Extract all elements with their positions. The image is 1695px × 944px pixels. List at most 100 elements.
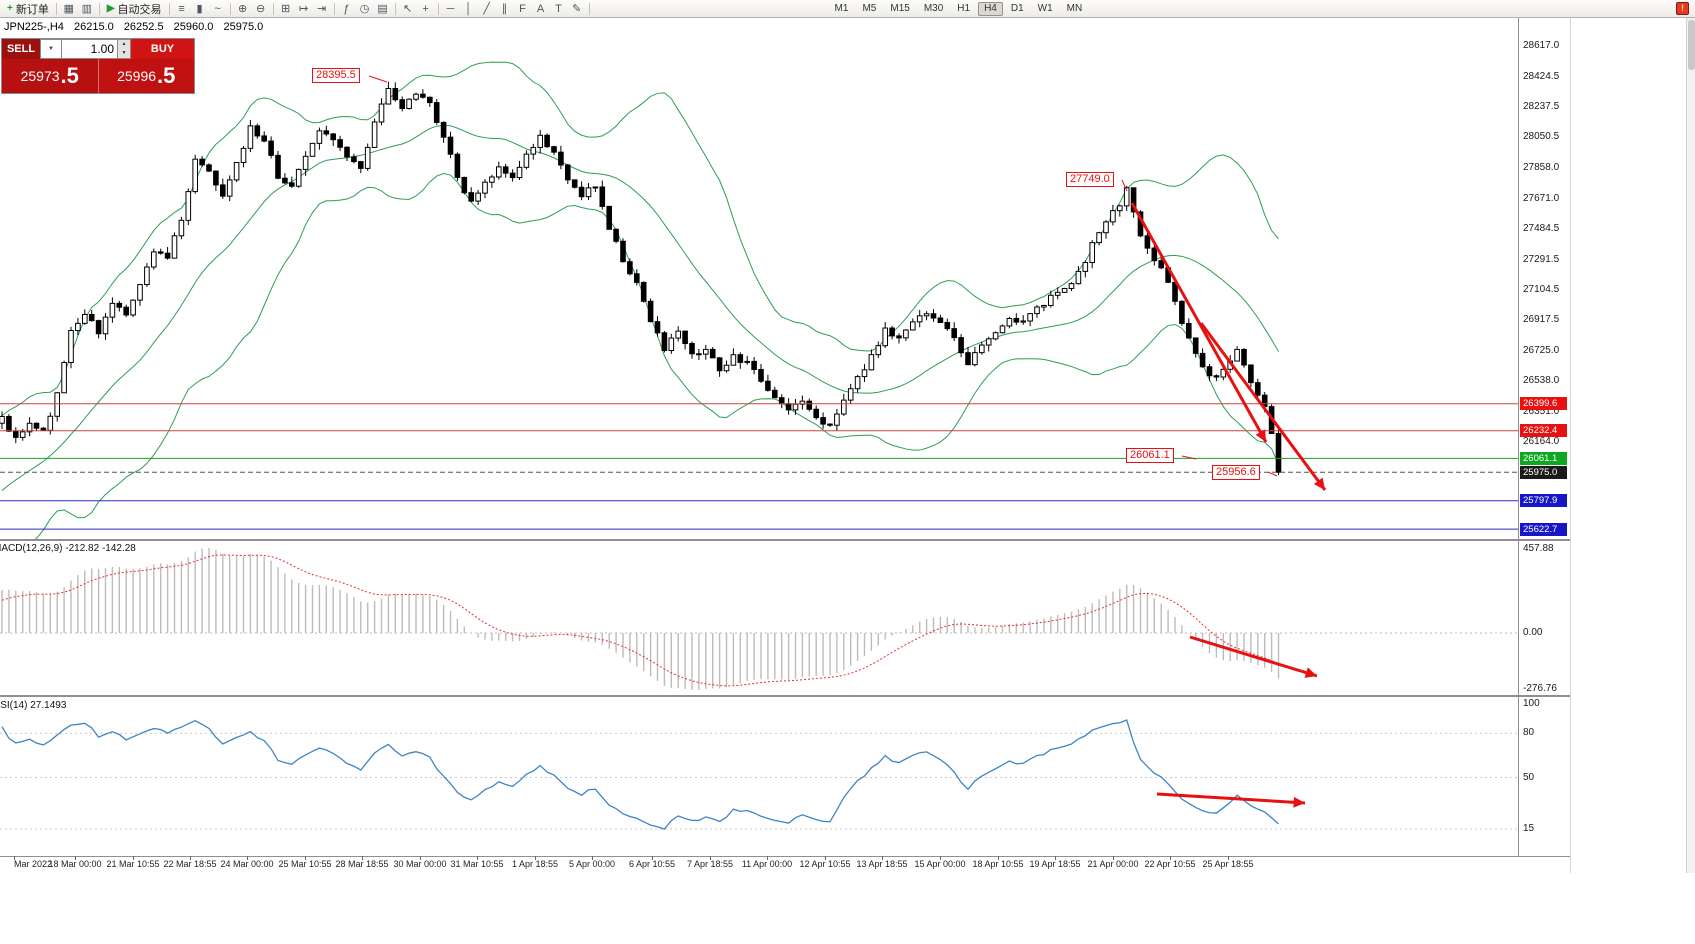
zoom-in-icon[interactable]: ⊕	[237, 3, 248, 15]
candle-body	[599, 186, 606, 207]
candle-body	[654, 321, 661, 334]
time-axis[interactable]	[0, 856, 1570, 873]
buy-price-main: 25996	[117, 68, 157, 84]
volume-stepper[interactable]: ▲ ▼	[118, 39, 131, 59]
ohlc-bars-icon[interactable]: ≡	[178, 2, 185, 15]
charts-grid-icon[interactable]: ▦	[63, 3, 75, 15]
annotations-layer[interactable]	[368, 75, 1327, 808]
fibonacci-icon[interactable]: F	[519, 2, 526, 15]
timeframe-m30[interactable]: M30	[923, 3, 944, 14]
candle-body	[1089, 242, 1096, 264]
candle-body	[109, 302, 116, 318]
candle-body	[447, 136, 454, 155]
timeframe-m5[interactable]: M5	[862, 3, 877, 14]
candle-body	[1054, 291, 1061, 296]
chart-shift-icon[interactable]: ⇥	[316, 3, 327, 15]
cursor-icon[interactable]: ↖	[402, 3, 413, 15]
scrollbar-thumb[interactable]	[1688, 20, 1695, 70]
trendline-icon[interactable]: ╱	[483, 3, 490, 15]
tile-windows-icon[interactable]: ⊞	[280, 3, 291, 15]
auto-scroll-icon[interactable]: ↦	[298, 3, 309, 15]
timeframe-mn[interactable]: MN	[1066, 3, 1083, 14]
candle-body	[1048, 294, 1054, 306]
order-type-dropdown[interactable]: ▼	[40, 39, 62, 59]
price-axis-border	[1518, 18, 1519, 873]
candle-body	[233, 162, 240, 181]
candle-body	[661, 332, 668, 352]
candle-body	[647, 300, 654, 323]
candle-body	[344, 146, 350, 158]
new-order-button[interactable]: + 新订单	[3, 1, 53, 16]
toolbar-separator	[229, 2, 231, 15]
candle-body	[923, 313, 930, 317]
candle-body	[965, 352, 971, 366]
candle-body	[847, 388, 854, 401]
candle-body	[1186, 322, 1192, 339]
candle-body	[364, 146, 371, 169]
timeframe-h4[interactable]: H4	[978, 1, 1003, 16]
candle-body	[157, 251, 164, 254]
callout-pointer	[1121, 179, 1128, 192]
buy-price[interactable]: 25996 .5	[99, 59, 195, 93]
vertical-scrollbar[interactable]	[1686, 18, 1695, 873]
autotrading-button[interactable]: ▶ 自动交易	[103, 1, 166, 16]
channel-icon[interactable]: ∥	[501, 3, 508, 15]
one-click-trading-panel: SELL ▼ ▲ ▼ BUY 25973 .5 25996 .5	[1, 38, 195, 94]
buy-button[interactable]: BUY	[131, 39, 194, 59]
volume-input[interactable]	[62, 39, 118, 59]
timeframe-w1[interactable]: W1	[1037, 3, 1053, 14]
candle-body	[827, 423, 833, 426]
candlestick-chart-icon[interactable]: ▮	[196, 3, 203, 15]
line-chart-icon[interactable]: ~	[214, 2, 221, 15]
timeframe-h1[interactable]: H1	[957, 3, 971, 14]
decrement-icon[interactable]: ▼	[121, 50, 127, 56]
vertical-line-icon[interactable]: │	[465, 2, 472, 15]
horizontal-line-icon[interactable]: ─	[446, 2, 455, 15]
periods-icon[interactable]: ◷	[359, 3, 370, 15]
candle-body	[696, 353, 702, 356]
rsi-layer[interactable]	[0, 719, 1518, 830]
panel-separator-macd[interactable]	[0, 539, 1570, 541]
candle-body	[192, 158, 198, 193]
news-alert-icon[interactable]: !	[1676, 2, 1689, 15]
sell-price-pips: .5	[60, 63, 79, 88]
macd-layer[interactable]	[0, 548, 1518, 690]
trend-arrow[interactable]	[1189, 635, 1318, 678]
candle-body	[875, 345, 882, 356]
timeframe-m15[interactable]: M15	[890, 3, 910, 14]
sell-price[interactable]: 25973 .5	[2, 59, 99, 93]
candle-body	[461, 176, 468, 194]
candle-body	[213, 170, 219, 186]
profiles-icon[interactable]: ▥	[81, 3, 93, 15]
candle-body	[0, 415, 5, 424]
timeframe-m1[interactable]: M1	[834, 3, 849, 14]
candle-body	[578, 186, 585, 198]
crosshair-icon[interactable]: +	[422, 2, 429, 15]
candle-body	[813, 408, 820, 419]
candle-body	[834, 413, 840, 426]
trend-arrow[interactable]	[1156, 792, 1306, 805]
sell-button[interactable]: SELL	[2, 39, 40, 59]
trend-arrow[interactable]	[1199, 322, 1327, 491]
candle-body	[1275, 433, 1282, 473]
templates-icon[interactable]: ▤	[377, 3, 388, 15]
zoom-out-icon[interactable]: ⊖	[255, 3, 266, 15]
candle-body	[841, 399, 847, 415]
arrows-icon[interactable]: ✎	[571, 3, 582, 15]
candle-body	[565, 164, 571, 181]
trend-arrow[interactable]	[1130, 202, 1268, 443]
panel-separator-rsi[interactable]	[0, 695, 1570, 697]
text-icon[interactable]: A	[536, 2, 545, 15]
candle-body	[1192, 337, 1199, 354]
text-label-icon[interactable]: T	[555, 2, 562, 15]
timeframe-d1[interactable]: D1	[1010, 3, 1024, 14]
increment-icon[interactable]: ▲	[121, 41, 127, 47]
candle-body	[689, 343, 695, 355]
main-chart-layer[interactable]	[0, 61, 1518, 566]
candle-body	[999, 325, 1006, 334]
candle-body	[558, 151, 564, 166]
candle-body	[758, 368, 764, 382]
candle-body	[75, 322, 81, 332]
indicators-icon[interactable]: ƒ	[343, 2, 350, 15]
